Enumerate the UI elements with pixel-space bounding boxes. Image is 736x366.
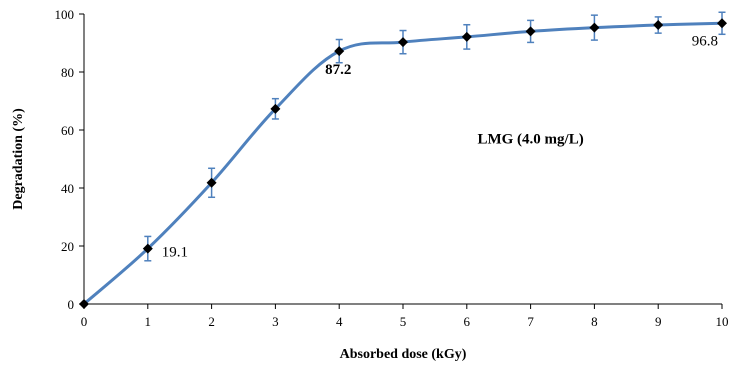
- x-tick-label: 9: [655, 314, 662, 329]
- y-tick-label: 40: [61, 181, 74, 196]
- x-tick-label: 8: [591, 314, 598, 329]
- x-tick-label: 10: [716, 314, 729, 329]
- y-tick-label: 100: [55, 7, 75, 22]
- annotation-label: 96.8: [692, 33, 718, 49]
- data-point: [653, 20, 663, 30]
- x-tick-label: 3: [272, 314, 279, 329]
- y-axis-title: Degradation (%): [11, 108, 26, 210]
- y-tick-label: 60: [61, 123, 74, 138]
- axes: 0 1 2 3 4 5 6 7 8 9 10 0 20 40 60 80 100: [55, 7, 729, 329]
- data-point: [589, 23, 599, 33]
- y-tick-label: 0: [68, 297, 75, 312]
- x-tick-label: 6: [464, 314, 471, 329]
- data-point: [717, 18, 727, 28]
- y-ticks: 0 20 40 60 80 100: [55, 7, 85, 312]
- x-tick-label: 7: [527, 314, 534, 329]
- x-tick-label: 4: [336, 314, 343, 329]
- series-line: [84, 23, 722, 304]
- x-tick-label: 1: [145, 314, 152, 329]
- x-axis-title: Absorbed dose (kGy): [340, 347, 467, 362]
- annotation-label: 87.2: [325, 62, 351, 78]
- data-point: [462, 32, 472, 42]
- annotations: 19.1 87.2 96.8 LMG (4.0 mg/L): [162, 33, 718, 260]
- x-tick-label: 2: [208, 314, 215, 329]
- annotation-label: 19.1: [162, 245, 188, 261]
- y-tick-label: 80: [61, 65, 74, 80]
- series-layer: [79, 12, 727, 309]
- x-tick-label: 5: [400, 314, 407, 329]
- x-tick-label: 0: [81, 314, 88, 329]
- annotation-label: LMG (4.0 mg/L): [477, 132, 583, 148]
- data-point: [526, 26, 536, 36]
- y-tick-label: 20: [61, 239, 74, 254]
- data-point: [398, 37, 408, 47]
- x-ticks: 0 1 2 3 4 5 6 7 8 9 10: [81, 304, 729, 329]
